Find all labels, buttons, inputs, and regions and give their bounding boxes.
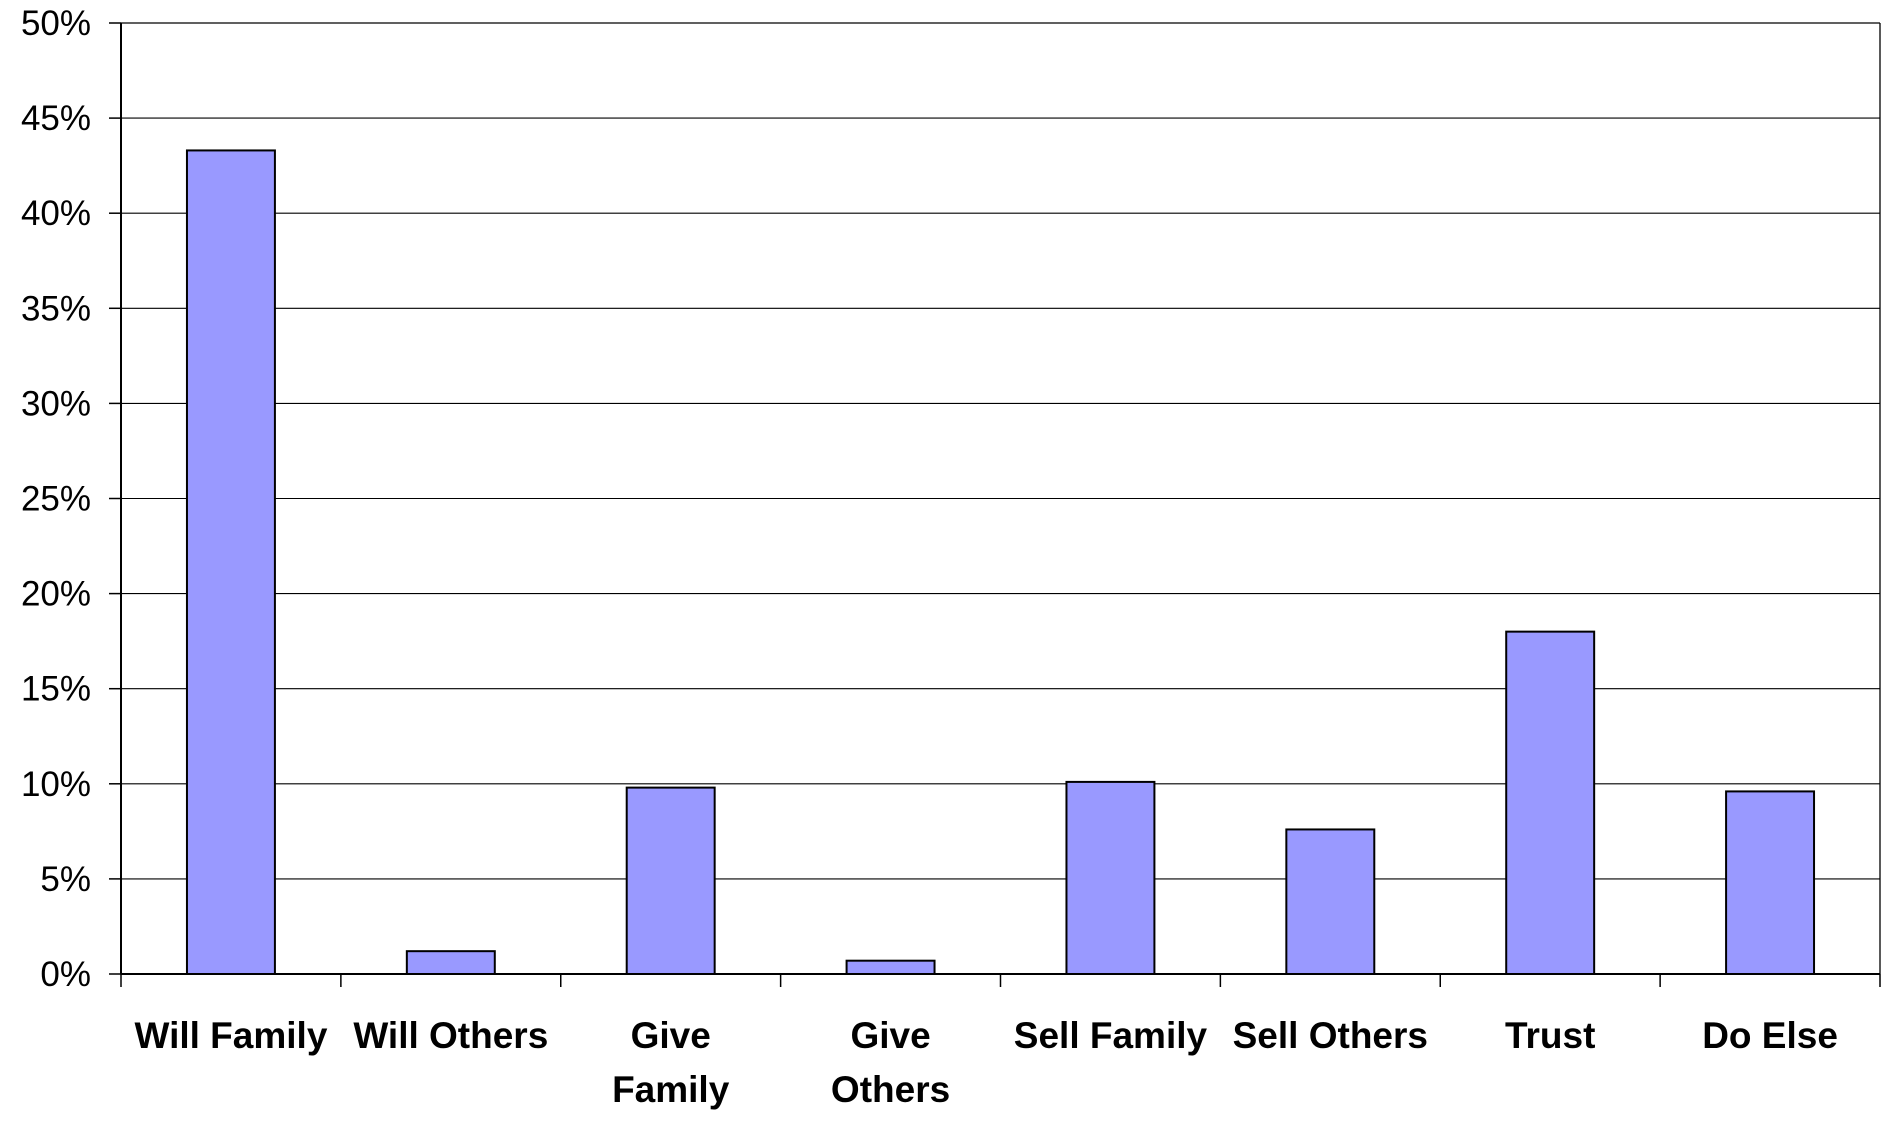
y-tick-label: 50% — [21, 4, 91, 43]
bar — [1285, 828, 1376, 975]
x-tick-label: Give Family — [612, 1015, 730, 1110]
bar — [845, 959, 936, 975]
y-tick-label: 35% — [21, 289, 91, 328]
y-tick-label: 30% — [21, 384, 91, 423]
bars — [185, 149, 1816, 976]
x-tick-label: Sell Others — [1233, 1015, 1428, 1056]
x-tick-label: Give Others — [831, 1015, 950, 1110]
bar — [185, 149, 276, 975]
y-tick-label: 5% — [40, 860, 91, 899]
x-tick-label: Will Others — [353, 1015, 548, 1056]
y-tick-label: 20% — [21, 575, 91, 614]
y-tick-label: 15% — [21, 670, 91, 709]
y-tick-label: 40% — [21, 194, 91, 233]
gridlines — [121, 22, 1881, 974]
y-tick-label: 0% — [40, 955, 91, 994]
axes — [109, 22, 1881, 987]
x-tick-label: Trust — [1505, 1015, 1595, 1056]
bar — [1725, 790, 1816, 976]
y-tick-label: 10% — [21, 765, 91, 804]
bar — [1505, 630, 1596, 975]
y-tick-labels: 0% 5% 10% 15% 20% 25% 30% 35% 40% 45% 50% — [21, 4, 91, 994]
bar — [625, 786, 716, 975]
bar — [405, 950, 496, 976]
x-tick-label: Will Family — [134, 1015, 327, 1056]
y-tick-label: 25% — [21, 480, 91, 519]
x-tick-label: Do Else — [1702, 1015, 1838, 1056]
x-tick-labels: Will Family Will Others Give Family Give Othe… — [134, 1015, 1837, 1110]
bar — [1065, 780, 1156, 976]
y-tick-label: 45% — [21, 99, 91, 138]
x-tick-label: Sell Family — [1014, 1015, 1208, 1056]
